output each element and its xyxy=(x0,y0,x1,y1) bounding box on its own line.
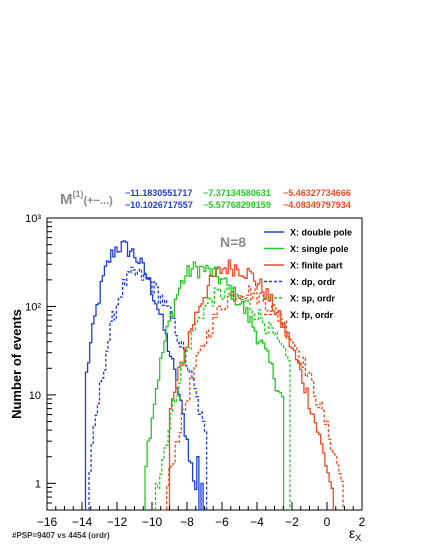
x-tick-label: −14 xyxy=(72,515,93,529)
legend-entry-label: X: finite part xyxy=(290,261,343,271)
header-label-tail: (+−...) xyxy=(84,195,114,207)
x-axis-label-sub: X xyxy=(355,533,361,543)
header-value-dp-2: −10.1026717557 xyxy=(125,200,193,210)
series-2-histogram xyxy=(144,261,285,510)
x-tick-label: −16 xyxy=(37,515,58,529)
axes-layer: −16 −14 −12 −10 −8 −6 −4 −2 0 2 1 10 10² 10³ xyxy=(25,213,366,529)
x-tick-label: −2 xyxy=(285,515,299,529)
legend-entry-label: X: single pole xyxy=(290,244,349,254)
legend: X: double pole X: single pole X: finite pa… xyxy=(264,228,352,320)
header-value-sp-2: −5.57768298159 xyxy=(203,200,271,210)
x-tick-label: −12 xyxy=(107,515,128,529)
header-label: M(1)(+−...) xyxy=(60,189,113,208)
header-label-sup: (1) xyxy=(73,189,84,199)
x-axis-label: εX xyxy=(349,525,361,543)
series-4-histogram xyxy=(88,266,208,510)
y-axis-label: Number of events xyxy=(9,309,24,419)
x-axis-label-main: ε xyxy=(349,525,355,541)
y-tick-label: 10³ xyxy=(25,213,41,225)
series-1-histogram xyxy=(84,240,204,511)
series-5-histogram xyxy=(154,286,291,510)
footer-note: #PSP=9407 vs 4454 (ordr) xyxy=(12,531,110,540)
series-3-histogram xyxy=(168,259,334,510)
x-tick-label: −4 xyxy=(250,515,264,529)
x-tick-label: −8 xyxy=(180,515,194,529)
legend-entry-label: X: dp, ordr xyxy=(290,277,336,287)
chart-title: N=8 xyxy=(220,234,246,250)
x-tick-label: −10 xyxy=(142,515,163,529)
legend-entry-label: X: double pole xyxy=(290,228,352,238)
header-label-main: M xyxy=(60,191,73,208)
header-value-fp-1: −5.46327734666 xyxy=(283,188,351,198)
x-tick-label: 2 xyxy=(359,515,366,529)
x-tick-label: 0 xyxy=(324,515,331,529)
legend-entry-label: X: sp, ordr xyxy=(290,294,336,304)
y-tick-label: 10² xyxy=(25,301,41,313)
x-tick-label: −6 xyxy=(215,515,229,529)
header-value-sp-1: −7.37134580631 xyxy=(203,188,271,198)
y-tick-label: 1 xyxy=(35,478,41,490)
header-value-dp-1: −11.1830551717 xyxy=(125,188,192,198)
y-tick-label: 10 xyxy=(29,390,41,402)
legend-entry-label: X: fp, ordr xyxy=(290,310,333,320)
series-6-histogram xyxy=(162,285,344,511)
series-layer xyxy=(84,240,344,511)
header-value-fp-2: −4.08349797934 xyxy=(283,200,351,210)
